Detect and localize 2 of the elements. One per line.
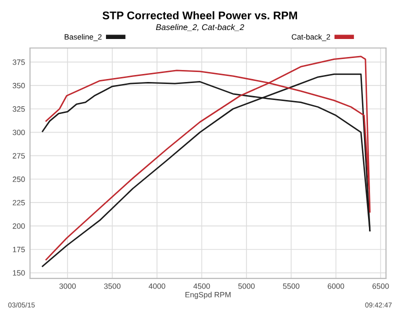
chart-subtitle: Baseline_2, Cat-back_2: [156, 24, 244, 32]
chart-title: STP Corrected Wheel Power vs. RPM: [102, 11, 298, 20]
